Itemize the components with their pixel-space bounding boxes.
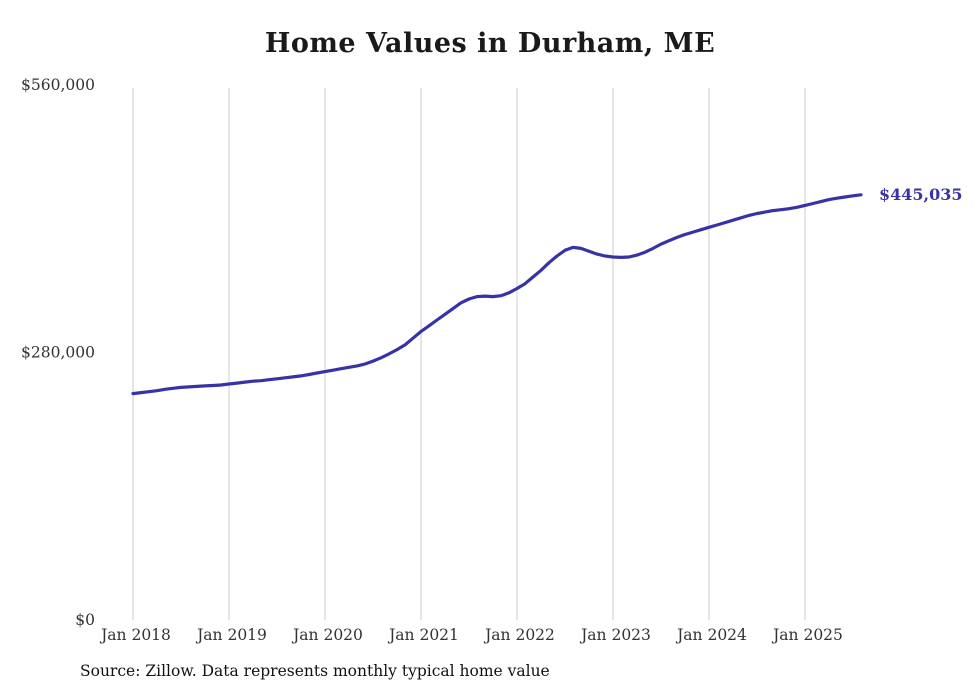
x-axis-tick-label: Jan 2020	[291, 626, 363, 644]
x-axis-tick-label: Jan 2018	[99, 626, 171, 644]
y-axis-tick-label: $0	[75, 611, 95, 629]
home-value-line	[131, 193, 863, 396]
y-axis-tick-label: $560,000	[21, 76, 95, 94]
x-axis-tick-label: Jan 2023	[579, 626, 651, 644]
x-axis-tick-label: Jan 2019	[195, 626, 267, 644]
source-note: Source: Zillow. Data represents monthly …	[80, 662, 550, 680]
x-axis-tick-label: Jan 2025	[771, 626, 843, 644]
x-axis-tick-label: Jan 2024	[675, 626, 747, 644]
chart-title: Home Values in Durham, ME	[264, 28, 716, 59]
x-axis-tick-label: Jan 2022	[483, 626, 555, 644]
x-axis-tick-label: Jan 2021	[387, 626, 459, 644]
y-axis-tick-label: $280,000	[21, 344, 95, 362]
latest-value-label: $445,035	[879, 184, 963, 204]
